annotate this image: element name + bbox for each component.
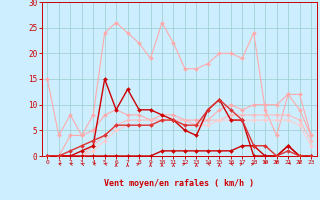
X-axis label: Vent moyen/en rafales ( km/h ): Vent moyen/en rafales ( km/h ) — [104, 179, 254, 188]
